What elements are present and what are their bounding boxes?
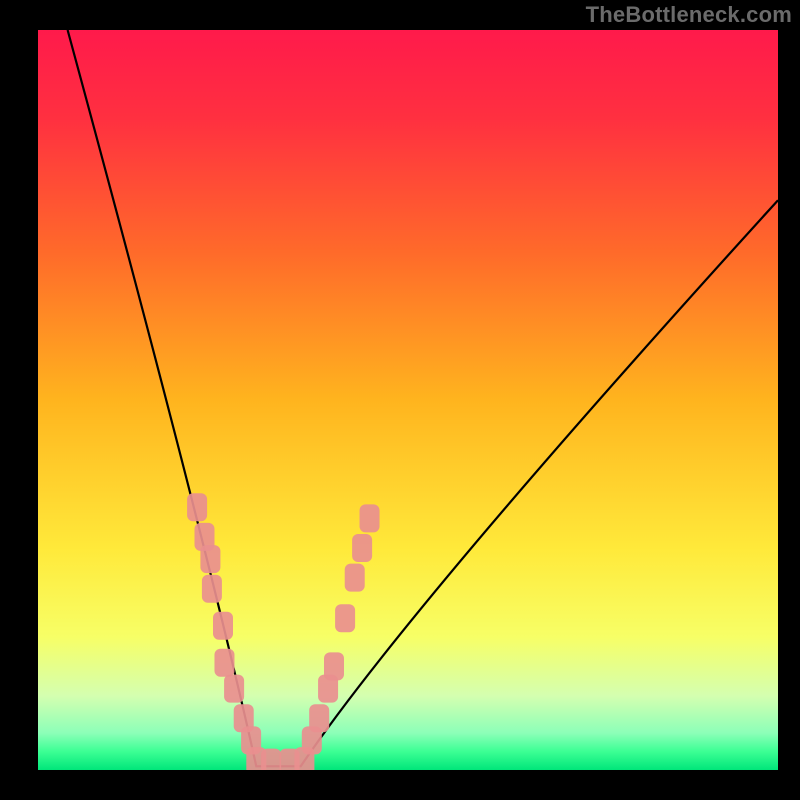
marker xyxy=(187,493,207,521)
marker xyxy=(324,652,344,680)
marker xyxy=(224,675,244,703)
marker xyxy=(213,612,233,640)
marker xyxy=(214,649,234,677)
marker xyxy=(352,534,372,562)
plot-svg xyxy=(38,30,778,770)
marker xyxy=(202,575,222,603)
marker xyxy=(200,545,220,573)
chart-frame: TheBottleneck.com xyxy=(0,0,800,800)
marker xyxy=(360,504,380,532)
gradient-background xyxy=(38,30,778,770)
plot-area xyxy=(38,30,778,770)
marker xyxy=(261,749,281,770)
marker xyxy=(309,704,329,732)
watermark-text: TheBottleneck.com xyxy=(586,2,792,28)
marker xyxy=(345,564,365,592)
marker xyxy=(335,604,355,632)
